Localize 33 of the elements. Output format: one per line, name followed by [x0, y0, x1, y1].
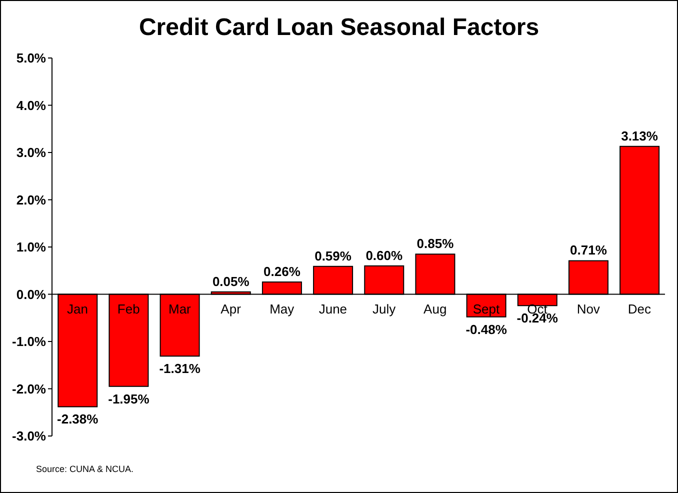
- x-tick-label: Apr: [220, 301, 242, 316]
- y-tick-label: 0.0%: [16, 286, 46, 302]
- y-tick-label: 3.0%: [16, 145, 46, 160]
- data-label: 0.71%: [570, 242, 608, 258]
- data-label: -1.95%: [108, 391, 150, 406]
- data-label: 0.85%: [416, 236, 454, 252]
- x-tick-label: July: [372, 301, 396, 316]
- data-label: 3.13%: [621, 128, 658, 144]
- x-tick-label: Aug: [424, 301, 447, 316]
- y-tick-label: 4.0%: [16, 98, 46, 113]
- y-tick-label: 2.0%: [16, 192, 46, 208]
- data-label: 0.60%: [366, 248, 403, 263]
- x-tick-label: Dec: [628, 301, 652, 316]
- x-tick-label: Feb: [117, 301, 140, 316]
- y-tick-label: -1.0%: [12, 334, 46, 350]
- x-tick-label: Sept: [472, 301, 500, 316]
- data-label: 0.59%: [314, 248, 352, 264]
- x-tick-label: May: [270, 301, 295, 316]
- data-label: -1.31%: [159, 361, 201, 376]
- y-tick-label: 5.0%: [16, 50, 46, 66]
- data-label: 0.05%: [212, 274, 250, 289]
- x-tick-label: June: [318, 301, 348, 316]
- x-tick-label: Mar: [168, 301, 192, 316]
- y-tick-label: -3.0%: [12, 428, 46, 444]
- data-label: 0.26%: [264, 264, 301, 279]
- data-label: -2.38%: [57, 412, 99, 427]
- y-tick-label: 1.0%: [16, 240, 46, 255]
- y-tick-label: -2.0%: [12, 381, 46, 396]
- chart-title: Credit Card Loan Seasonal Factors: [138, 14, 540, 42]
- x-tick-label: Nov: [576, 301, 600, 316]
- data-label: -0.48%: [466, 322, 508, 337]
- x-tick-label: Jan: [67, 301, 88, 316]
- source-note: Source: CUNA & NCUA.: [36, 464, 134, 474]
